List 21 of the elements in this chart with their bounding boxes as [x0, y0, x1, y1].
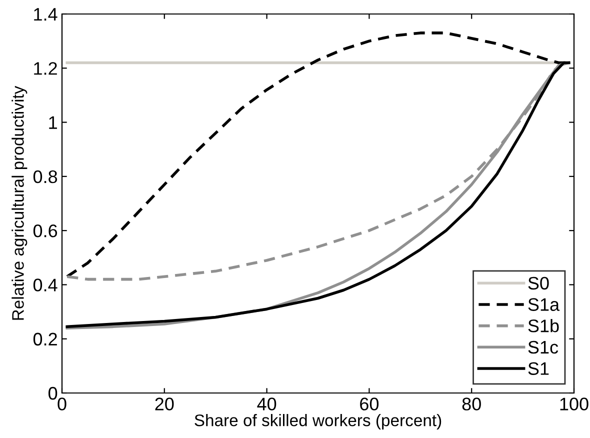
- legend-label: S1c: [528, 340, 558, 354]
- y-tick-label: 1.4: [34, 8, 58, 21]
- legend-label: S1: [528, 362, 549, 375]
- legend-label: S1b: [528, 319, 559, 332]
- legend-label: S0: [528, 276, 549, 290]
- y-tick-label: 1: [49, 116, 57, 129]
- x-tick-label: 20: [155, 398, 174, 410]
- y-axis-title: Relative agricultural productivity: [12, 86, 28, 320]
- y-tick-label: 0.8: [33, 170, 58, 184]
- x-tick-label: 80: [462, 398, 481, 410]
- y-tick-label: 0.6: [33, 224, 58, 238]
- y-tick-label: 0.4: [33, 278, 58, 292]
- x-tick-label: 100: [560, 398, 588, 410]
- x-tick-label: 40: [257, 398, 276, 410]
- y-tick-label: 0: [48, 386, 58, 400]
- y-tick-label: 0.2: [33, 332, 57, 346]
- x-axis-title: Share of skilled workers (percent): [194, 414, 442, 430]
- x-tick-label: 60: [360, 398, 379, 410]
- legend-label: S1a: [528, 298, 560, 311]
- y-tick-label: 1.2: [34, 62, 57, 75]
- x-tick-label: 0: [58, 398, 66, 410]
